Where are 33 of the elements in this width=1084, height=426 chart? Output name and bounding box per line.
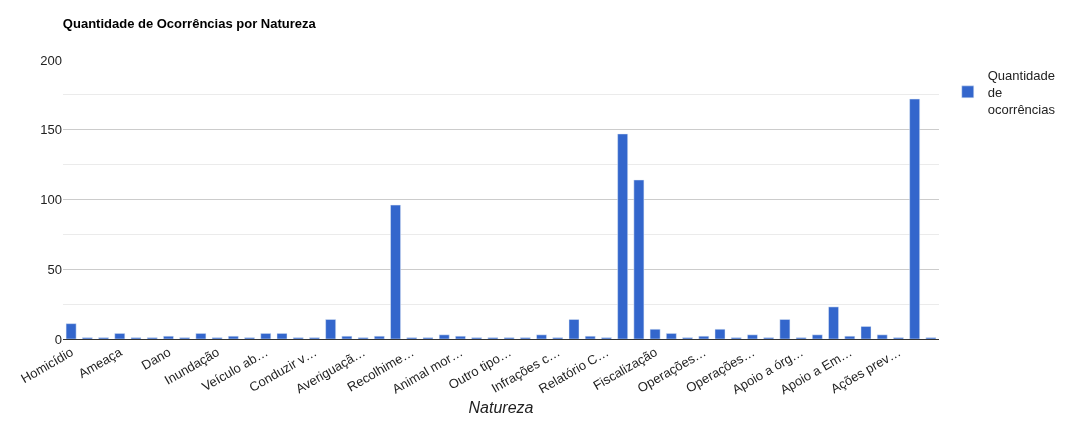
bar [65, 323, 77, 339]
bar [438, 334, 450, 339]
y-tick-label: 50 [47, 261, 62, 277]
x-axis-title: Natureza [468, 399, 534, 417]
bar [876, 334, 888, 339]
bar [325, 319, 336, 339]
bar [374, 335, 385, 339]
bar [568, 319, 580, 339]
bar [714, 328, 726, 339]
y-tick-label: 0 [54, 331, 62, 347]
y-tick-label: 100 [40, 192, 62, 208]
bar [163, 335, 174, 339]
bar [260, 333, 272, 339]
bar [195, 333, 207, 339]
bar [649, 328, 661, 339]
bar [228, 335, 239, 339]
y-tick-label: 200 [40, 52, 62, 68]
bar [747, 334, 758, 339]
bar [812, 334, 823, 339]
bar [276, 333, 288, 339]
chart-title: Quantidade de Ocorrências por Natureza [62, 16, 317, 32]
bar [666, 333, 677, 339]
legend-label: Quantidade de ocorrências [987, 68, 1056, 117]
bar [779, 319, 791, 339]
bar [860, 326, 872, 339]
bar [455, 335, 466, 339]
bar [114, 333, 126, 339]
bar [844, 335, 856, 339]
bar [536, 334, 547, 339]
bar [341, 335, 353, 339]
bar [584, 335, 596, 339]
bar [698, 335, 710, 339]
y-tick-label: 150 [40, 122, 62, 138]
